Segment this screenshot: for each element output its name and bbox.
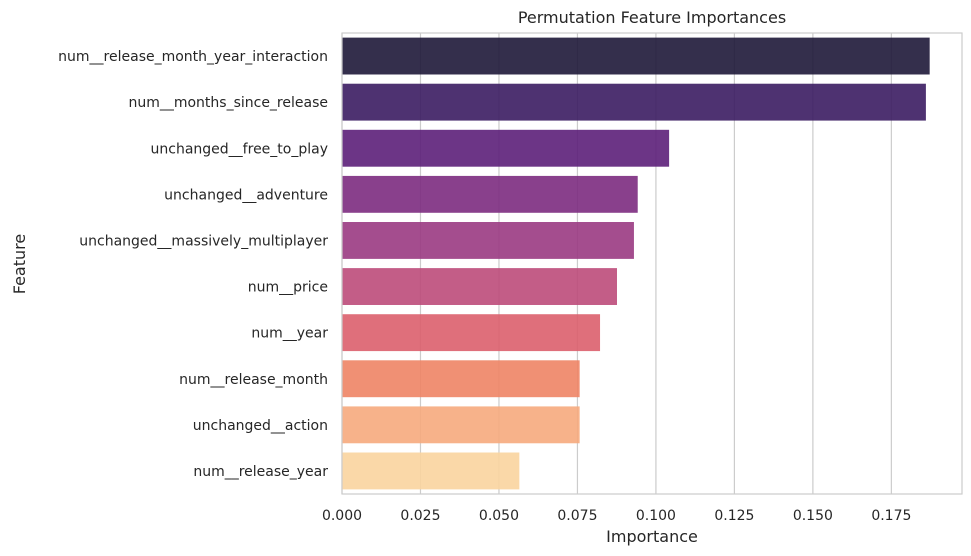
y-tick-label: num__release_year [193,464,328,480]
x-tick-label: 0.125 [714,508,754,524]
bar [342,83,926,121]
y-tick-label: num__year [251,326,328,342]
y-tick-label: num__price [248,280,328,296]
y-tick-label: num__release_month [179,372,328,388]
bar [342,37,930,75]
bar [342,268,617,305]
x-tick-label: 0.150 [793,508,833,524]
x-tick-label: 0.075 [557,508,597,524]
x-tick-labels: 0.000 0.025 0.050 0.075 0.100 0.125 0.150 0.175 [322,508,911,524]
y-tick-label: unchanged__action [193,418,328,434]
bar [342,175,638,213]
plot-frame [341,32,963,495]
x-tick-label: 0.175 [871,508,911,524]
y-tick-label: unchanged__massively_multiplayer [79,233,328,249]
chart-title: Permutation Feature Importances [518,8,786,27]
bar [342,452,520,490]
bar [342,222,634,259]
bar [342,360,580,398]
bar [342,406,580,444]
y-tick-labels: num__release_month_year_interaction num__… [58,49,328,480]
x-axis-title: Importance [606,527,698,546]
y-tick-label: unchanged__adventure [164,187,328,203]
bar [342,129,670,167]
y-axis-title: Feature [10,234,29,294]
y-tick-label: num__months_since_release [128,95,328,111]
x-tick-label: 0.025 [400,508,440,524]
bar [342,314,601,352]
bars [342,37,930,490]
y-tick-label: num__release_month_year_interaction [58,49,328,65]
x-tick-label: 0.100 [636,508,676,524]
x-tick-label: 0.000 [322,508,362,524]
y-tick-label: unchanged__free_to_play [151,141,328,157]
x-tick-label: 0.050 [479,508,519,524]
